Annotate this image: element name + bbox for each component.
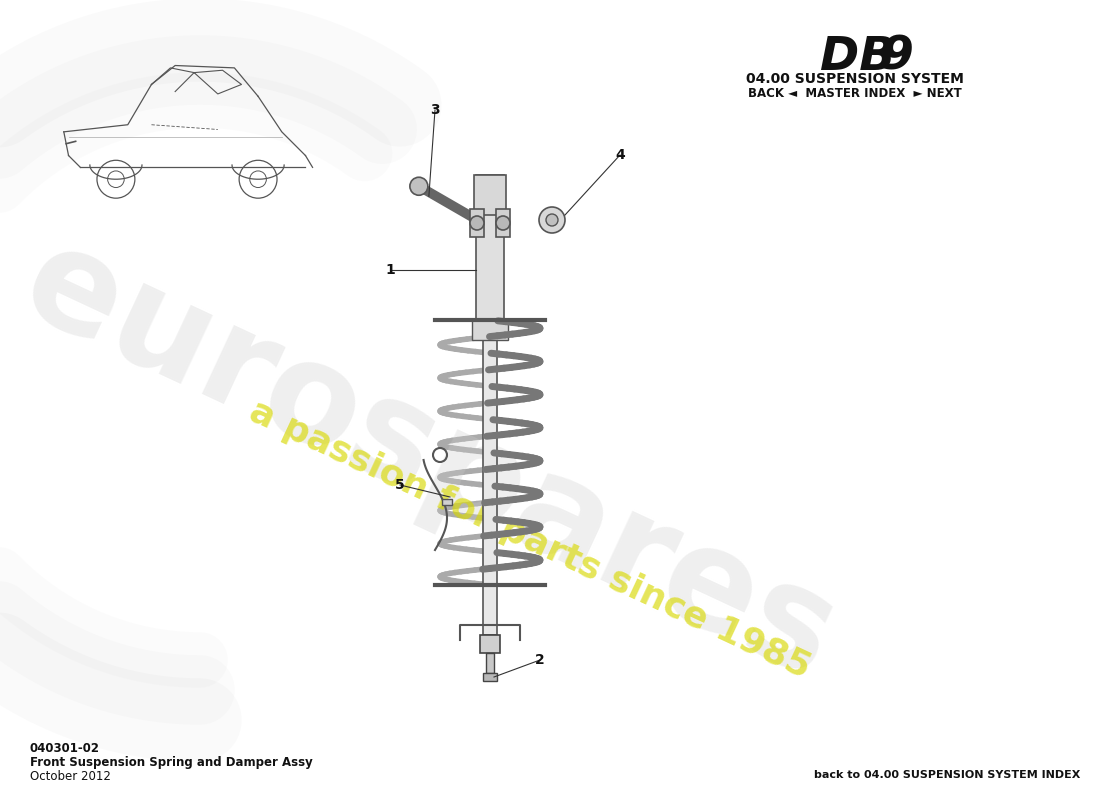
Text: eurospares: eurospares xyxy=(3,214,857,706)
Bar xyxy=(470,209,484,237)
Text: 5: 5 xyxy=(395,478,405,492)
Text: October 2012: October 2012 xyxy=(30,770,111,783)
Circle shape xyxy=(546,214,558,226)
Text: BACK ◄  MASTER INDEX  ► NEXT: BACK ◄ MASTER INDEX ► NEXT xyxy=(748,87,961,100)
Circle shape xyxy=(470,216,484,230)
Text: 040301-02: 040301-02 xyxy=(30,742,100,755)
Circle shape xyxy=(496,216,510,230)
Bar xyxy=(496,209,510,237)
Bar xyxy=(483,673,497,681)
Bar xyxy=(480,635,501,653)
Circle shape xyxy=(539,207,565,233)
Text: 3: 3 xyxy=(430,103,440,117)
Bar xyxy=(476,175,504,320)
Bar xyxy=(442,499,452,505)
Text: 2: 2 xyxy=(535,653,544,667)
Bar xyxy=(474,175,506,215)
Text: back to 04.00 SUSPENSION SYSTEM INDEX: back to 04.00 SUSPENSION SYSTEM INDEX xyxy=(814,770,1080,780)
Text: a passion for parts since 1985: a passion for parts since 1985 xyxy=(244,394,816,686)
Text: Front Suspension Spring and Damper Assy: Front Suspension Spring and Damper Assy xyxy=(30,756,312,769)
Bar xyxy=(486,653,494,673)
Text: 9: 9 xyxy=(880,35,913,80)
Bar xyxy=(472,320,508,340)
Bar xyxy=(483,320,497,635)
Text: DB: DB xyxy=(820,35,895,80)
Text: 1: 1 xyxy=(385,263,395,277)
Text: 4: 4 xyxy=(615,148,625,162)
Circle shape xyxy=(410,178,428,195)
Text: 04.00 SUSPENSION SYSTEM: 04.00 SUSPENSION SYSTEM xyxy=(746,72,964,86)
